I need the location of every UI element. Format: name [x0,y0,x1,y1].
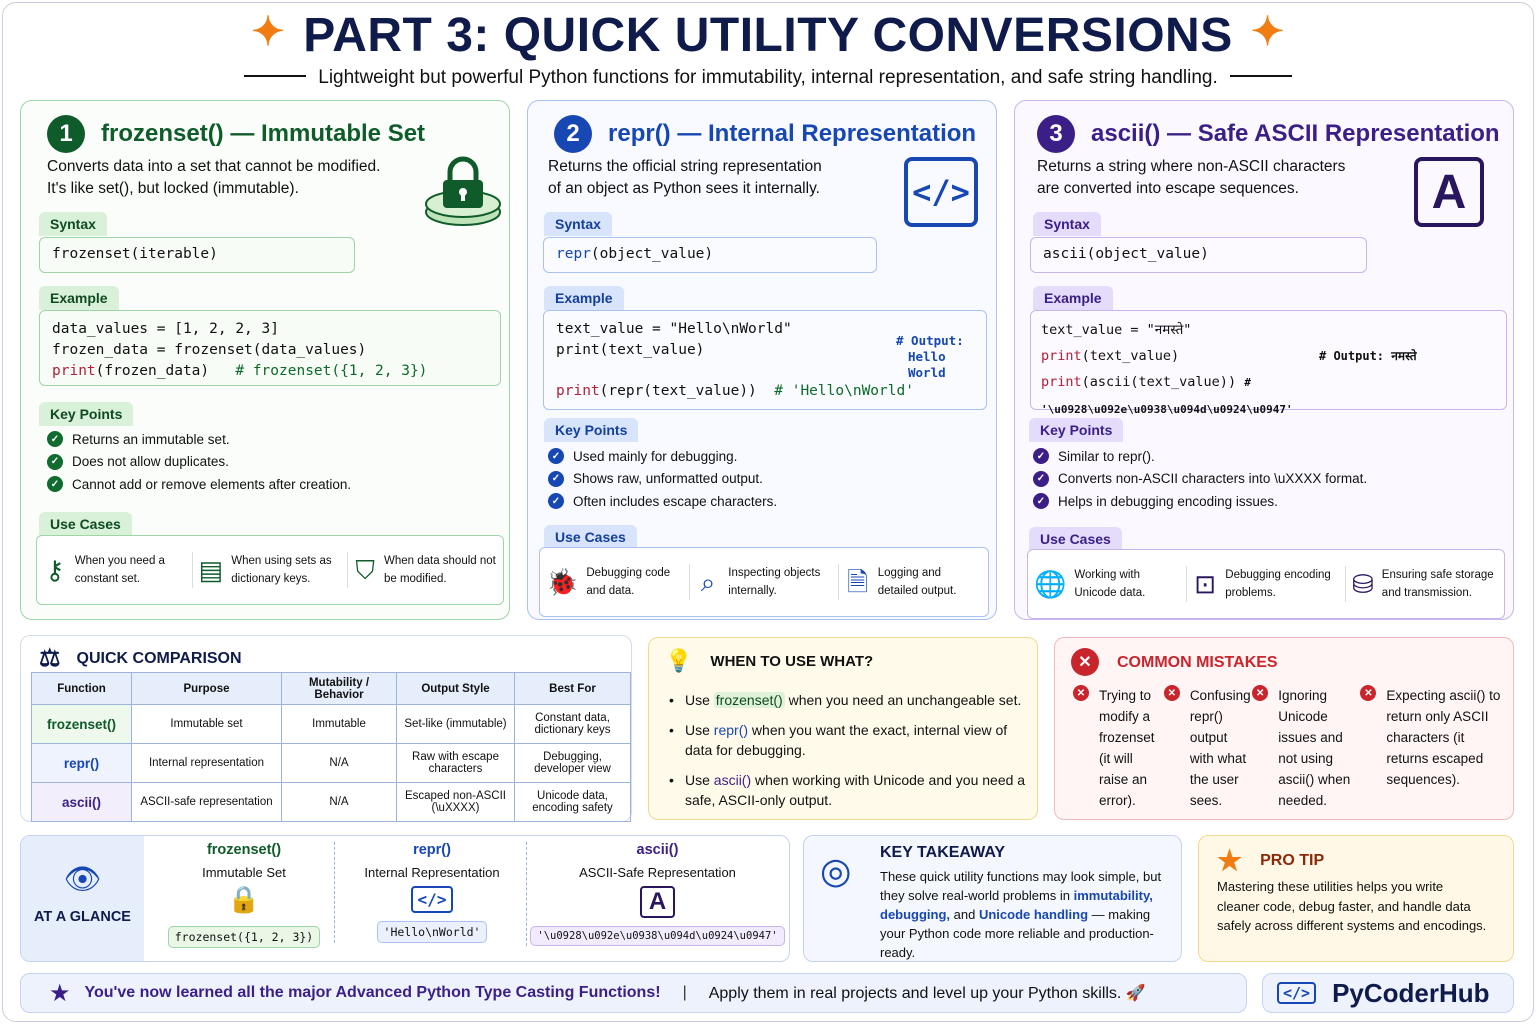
star-icon: ★ [49,979,71,1007]
card-title: repr() — Internal Representation [608,120,977,147]
dictionary-icon: ▤ [198,555,224,585]
example-code: data_values = [1, 2, 2, 3] frozen_data = … [39,310,501,386]
mistakes-title: COMMON MISTAKES [1117,653,1278,671]
letter-a-icon: A [639,886,676,918]
card-repr: 2 repr() — Internal Representation Return… [527,100,997,620]
x-icon: ✕ [1360,685,1377,701]
syntax-code: frozenset(iterable) [39,237,355,273]
when-to-use-panel: 💡 WHEN TO USE WHAT? Use frozenset() when … [648,637,1038,820]
table-row: ascii() ASCII-safe representation N/A Escap… [31,782,631,822]
keypoints-label: Key Points [1029,418,1124,442]
usecases-label: Use Cases [544,525,637,549]
usecases-label: Use Cases [39,512,132,536]
comparison-title: QUICK COMPARISON [76,649,242,667]
table-header-row: Function Purpose Mutability / Behavior Outp… [31,672,631,705]
common-mistakes-panel: ✕ COMMON MISTAKES ✕ Trying to modify a fro… [1054,637,1514,820]
terminal-icon: ⊡ [1194,569,1217,599]
example-label: Example [39,286,119,310]
code-icon: </> [1277,982,1317,1004]
x-icon: ✕ [1252,685,1269,701]
usecases-list: 🌐 Working with Unicode data. ⊡ Debugging e… [1027,549,1505,619]
step-number: 1 [47,115,85,153]
keypoints-label: Key Points [544,418,639,442]
card-description: Converts data into a set that cannot be … [47,158,381,197]
keypoints-label: Key Points [39,402,134,426]
card-frozenset: 1 frozenset() — Immutable Set Converts da… [20,100,510,620]
table-row: repr() Internal representation N/A Raw with… [31,743,631,783]
key-takeaway-panel: ◎ KEY TAKEAWAY These quick utility funct… [803,835,1182,962]
card-description: Returns a string where non-ASCII charact… [1037,158,1346,197]
glance-header: 👁 AT A GLANCE [21,836,144,961]
globe-icon: 🌐 [1034,569,1067,599]
x-icon: ✕ [1163,685,1180,701]
brand-logo: </> PyCoderHub [1262,973,1514,1013]
comparison-table: Function Purpose Mutability / Behavior Outp… [31,672,631,822]
lock-icon: 🔒 [227,884,261,914]
bug-icon: 🐞 [546,567,579,597]
keypoints-list: ✓ Used mainly for debugging. ✓ Shows raw, … [548,445,777,513]
page-title: ✦ PART 3: QUICK UTILITY CONVERSIONS ✦ [0,8,1536,63]
card-ascii: 3 ascii() — Safe ASCII Representation Ret… [1014,100,1514,620]
card-title: ascii() — Safe ASCII Representation [1091,120,1500,147]
usecases-list: ⚷ When you need a constant set. ▤ When usi… [36,535,504,605]
example-label: Example [1033,286,1113,310]
footer-banner: ★ You've now learned all the major Advan… [20,973,1247,1013]
document-icon: 🗎 [847,567,868,597]
when-title: WHEN TO USE WHAT? [710,652,874,670]
takeaway-title: KEY TAKEAWAY [880,844,1006,861]
protip-text: Mastering these utilities helps you writ… [1217,879,1487,933]
usecases-label: Use Cases [1029,527,1122,551]
example-code: text_value = "Hello\nWorld" print(text_va… [543,310,987,410]
magnifier-icon: ⌕ [700,567,716,597]
at-a-glance-panel: 👁 AT A GLANCE frozenset() Immutable Set 🔒 f… [20,835,790,962]
syntax-label: Syntax [1033,212,1101,236]
syntax-code: repr(object_value) [543,237,877,273]
title-text: PART 3: QUICK UTILITY CONVERSIONS [303,9,1233,62]
syntax-label: Syntax [39,212,107,236]
scale-icon: ⚖ [39,645,61,672]
keypoints-list: ✓ Similar to repr(). ✓ Converts non-ASCII … [1033,445,1367,513]
letter-a-icon: A [1414,157,1484,227]
subtitle-text: Lightweight but powerful Python function… [318,67,1218,88]
database-icon: ⛁ [1352,569,1374,599]
keypoints-list: ✓ Returns an immutable set. ✓ Does not all… [47,428,351,496]
syntax-label: Syntax [544,212,612,236]
star-icon: ✦ [251,10,286,54]
quick-comparison-panel: ⚖ QUICK COMPARISON Function Purpose Mutabil… [20,635,632,822]
mistakes-list: ✕ Trying to modify a frozenset (it will r… [1073,685,1503,817]
table-row: frozenset() Immutable set Immutable Set-lik… [31,704,631,744]
star-icon: ★ [1217,845,1243,876]
code-icon: </> [904,157,978,227]
takeaway-text: These quick utility functions may look s… [880,869,1162,960]
eye-icon: 👁 [63,863,102,896]
example-label: Example [544,286,624,310]
when-list: Use frozenset() when you need an unchang… [669,690,1029,820]
step-number: 3 [1037,115,1075,153]
close-icon: ✕ [1071,648,1099,676]
key-icon: ⚷ [45,555,65,585]
x-icon: ✕ [1073,685,1089,701]
example-code: text_value = "नमस्ते" print(text_value) #… [1030,310,1507,416]
card-description: Returns the official string representati… [548,158,822,197]
card-title: frozenset() — Immutable Set [101,120,426,147]
lock-icon [423,156,503,233]
step-number: 2 [554,115,592,153]
pro-tip-panel: ★ PRO TIP Mastering these utilities helps… [1198,835,1514,962]
lightbulb-icon: 💡 [665,648,693,673]
syntax-code: ascii(object_value) [1030,237,1367,273]
code-icon: </> [410,886,454,913]
page-subtitle: Lightweight but powerful Python function… [0,67,1536,89]
target-icon: ◎ [820,850,852,891]
star-icon: ✦ [1250,10,1285,54]
shield-icon: ⛉ [355,555,375,585]
usecases-list: 🐞 Debugging code and data. ⌕ Inspecting ob… [539,547,989,617]
